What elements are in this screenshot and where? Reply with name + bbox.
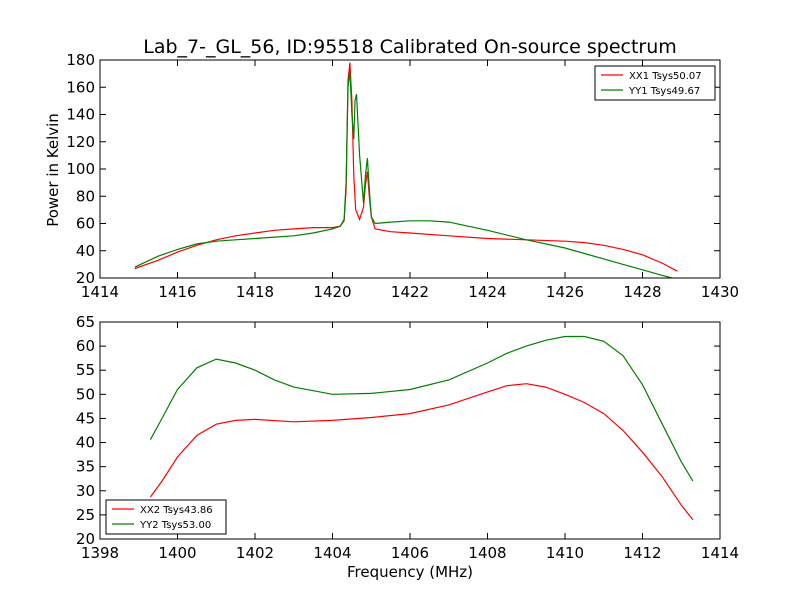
x-tick-label: 1402: [236, 544, 274, 562]
bottom-spectrum-panel: 1398 1400 1402 1404 1406 1408 1410 1412 1414 20 25…: [76, 313, 739, 562]
legend-label: XX1 Tsys50.07: [629, 71, 702, 82]
x-tick-label: 1406: [391, 544, 429, 562]
legend: XX2 Tsys43.86 YY2 Tsys53.00: [105, 499, 227, 535]
x-tick-label: 1424: [468, 283, 506, 301]
x-tick-label: 1416: [158, 283, 196, 301]
y-tick-label: 50: [76, 385, 95, 403]
x-tick-label: 1422: [391, 283, 429, 301]
y-tick-label: 40: [76, 242, 95, 260]
y-tick-label: 45: [76, 409, 95, 427]
y-tick-label: 35: [76, 458, 95, 476]
x-tick-label: 1398: [81, 544, 119, 562]
chart-title: Lab_7-_GL_56, ID:95518 Calibrated On-sou…: [143, 36, 677, 58]
legend-label: YY2 Tsys53.00: [139, 520, 211, 531]
series-line-yy: [134, 70, 675, 278]
y-tick-label: 160: [66, 78, 95, 96]
y-tick-label: 20: [76, 530, 95, 548]
y-tick-label: 25: [76, 506, 95, 524]
y-tick-label: 60: [76, 337, 95, 355]
y-tick-label: 40: [76, 434, 95, 452]
y-tick-label: 120: [66, 133, 95, 151]
x-tick-label: 1426: [546, 283, 584, 301]
x-tick-label: 1414: [701, 544, 739, 562]
x-tick-label: 1430: [701, 283, 739, 301]
series-line-yy: [149, 335, 694, 482]
y-tick-label: 20: [76, 269, 95, 287]
x-axis-label: Frequency (MHz): [347, 563, 473, 581]
x-tick-label: 1400: [158, 544, 196, 562]
x-tick-label: 1408: [468, 544, 506, 562]
x-tick-label: 1414: [81, 283, 119, 301]
x-tick-label: 1412: [623, 544, 661, 562]
y-tick-label: 100: [66, 160, 95, 178]
series-line-xx: [149, 383, 694, 521]
y-tick-label: 55: [76, 361, 95, 379]
x-tick-label: 1418: [236, 283, 274, 301]
x-tick-label: 1404: [313, 544, 351, 562]
series-line-xx: [134, 62, 678, 272]
legend-box: [594, 65, 716, 101]
x-tick-label: 1410: [546, 544, 584, 562]
y-axis-label: Power in Kelvin: [44, 113, 62, 227]
y-tick-label: 60: [76, 215, 95, 233]
legend: XX1 Tsys50.07 YY1 Tsys49.67: [594, 65, 716, 101]
legend-label: XX2 Tsys43.86: [140, 505, 213, 516]
legend-box: [105, 499, 227, 535]
x-tick-label: 1428: [623, 283, 661, 301]
top-spectrum-panel: 1414 1416 1418 1420 1422 1424 1426 1428 1430 20 40…: [66, 51, 739, 301]
x-tick-label: 1420: [313, 283, 351, 301]
y-tick-label: 80: [76, 187, 95, 205]
y-tick-label: 30: [76, 482, 95, 500]
y-tick-label: 180: [66, 51, 95, 69]
y-tick-label: 65: [76, 313, 95, 331]
y-tick-label: 140: [66, 106, 95, 124]
legend-label: YY1 Tsys49.67: [628, 86, 700, 97]
